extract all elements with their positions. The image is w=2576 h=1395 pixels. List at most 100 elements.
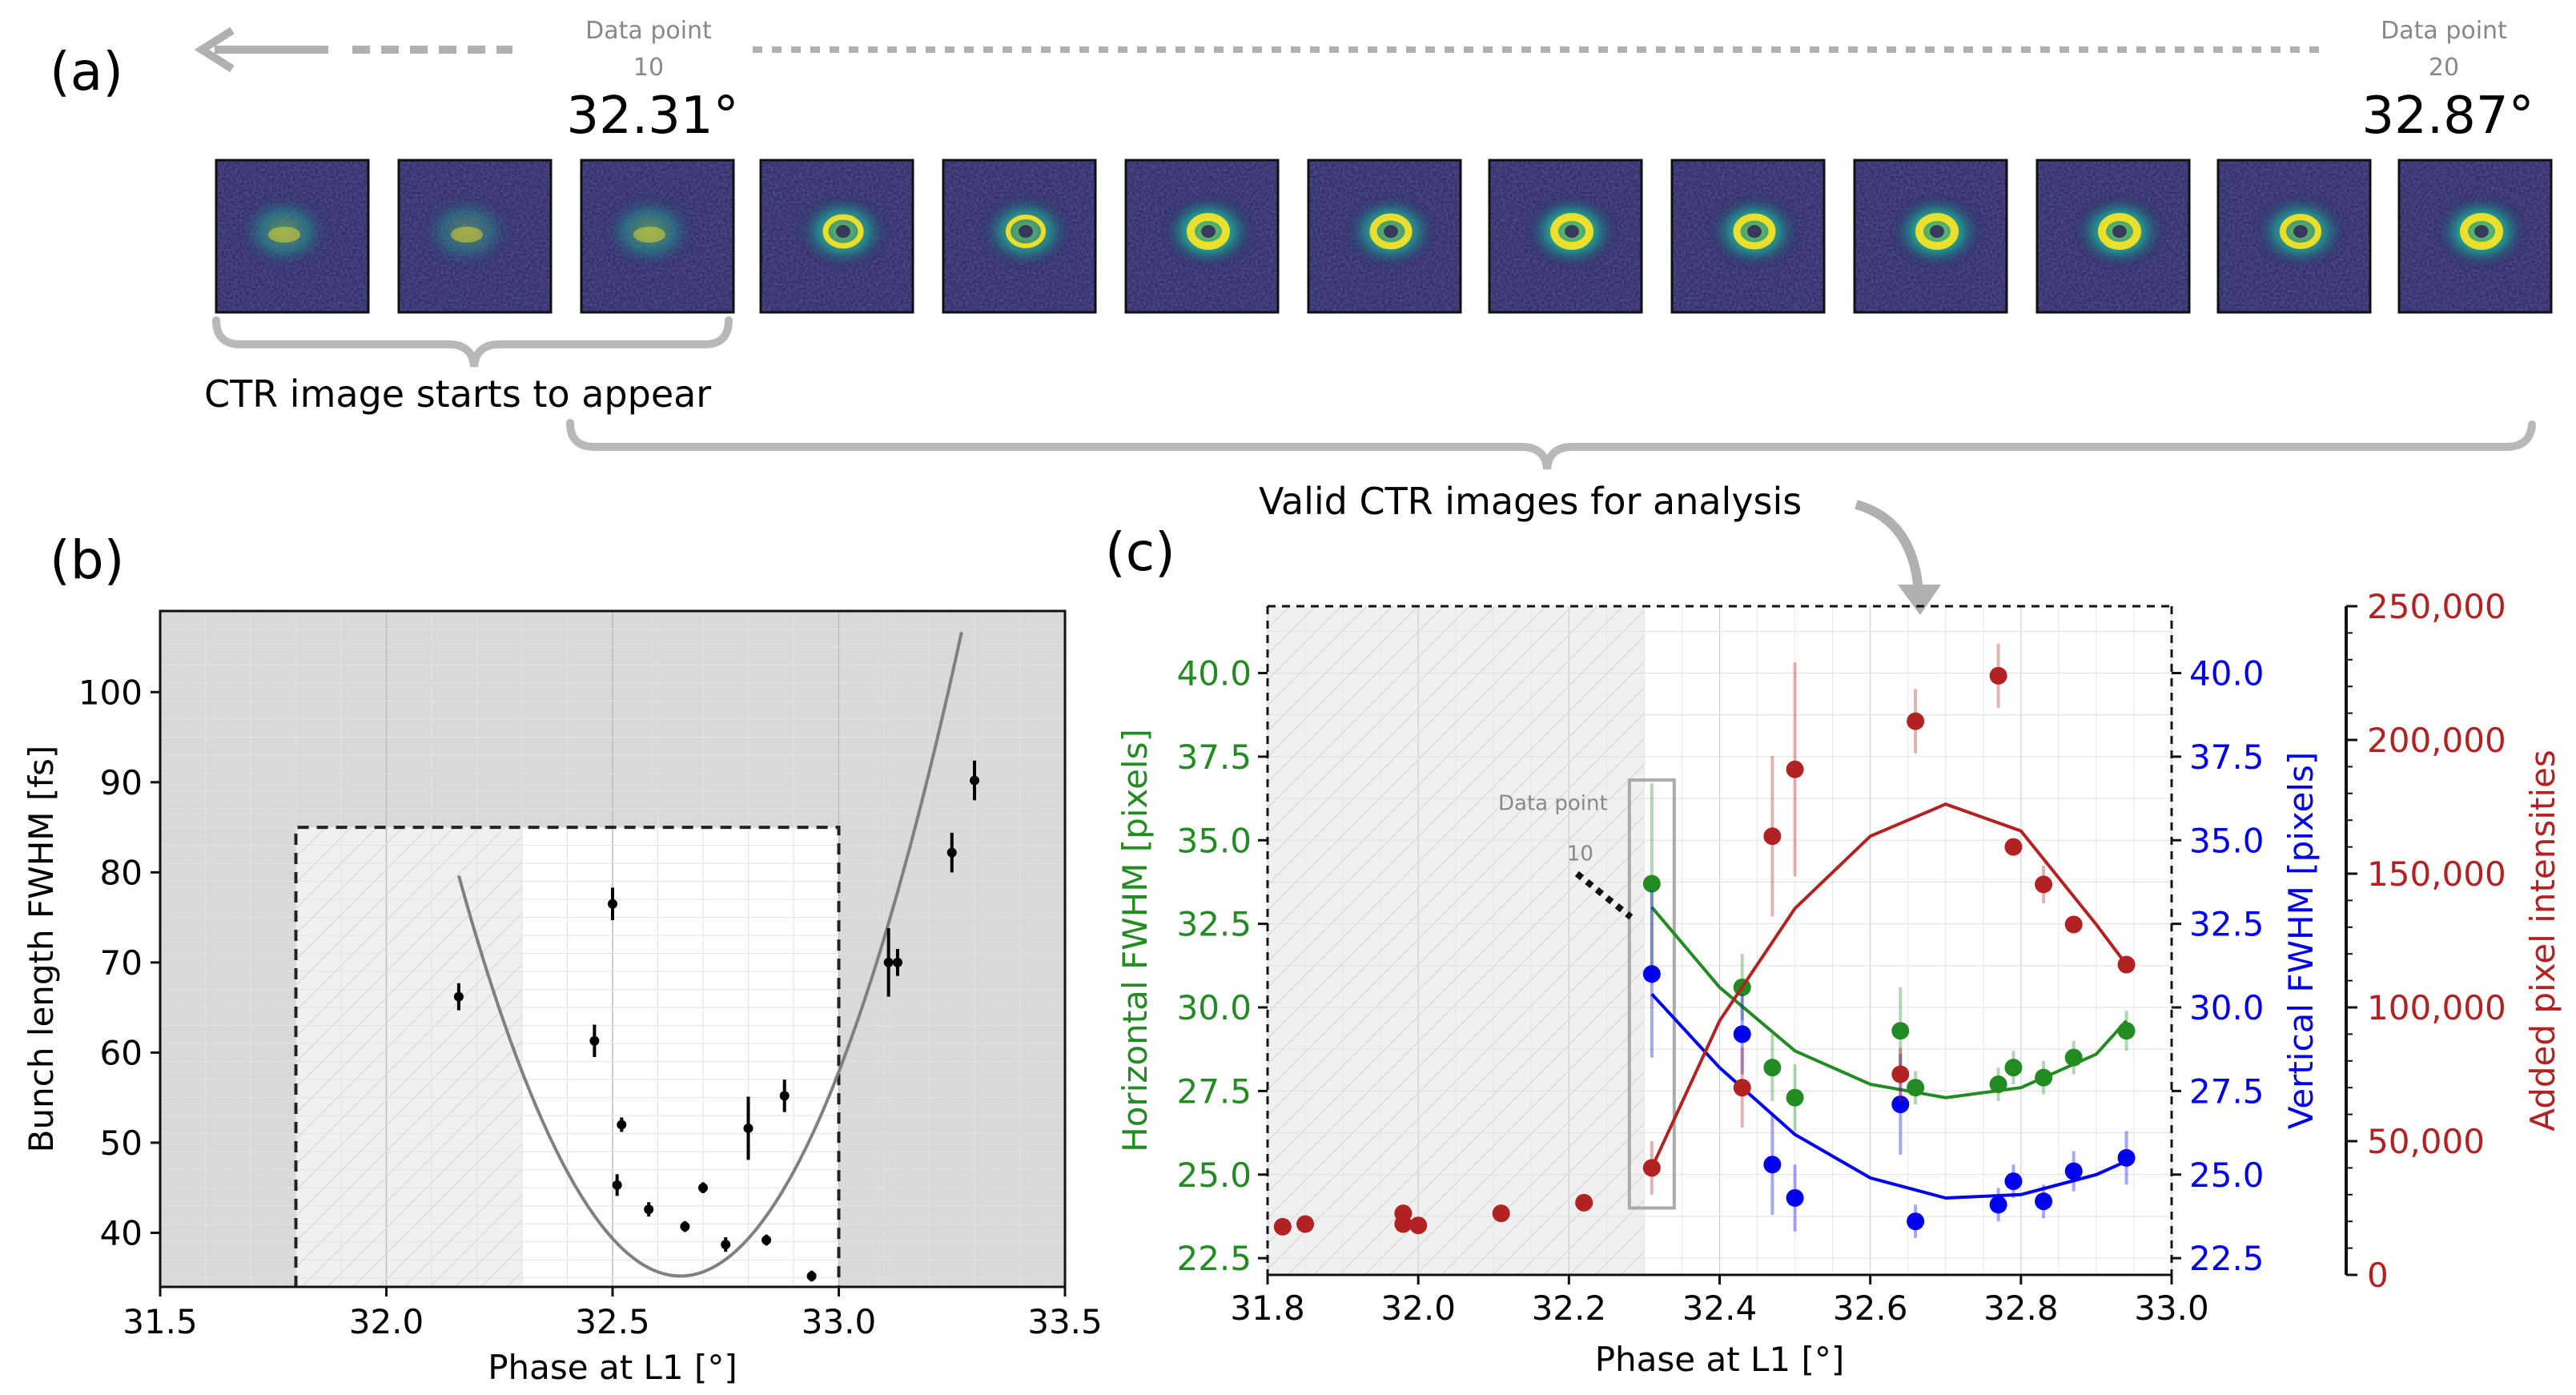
data-point [2117, 1022, 2136, 1040]
panel-c-plot: 31.8 32.0 32.2 32.4 32.6 32.8 33.0 22.5 25.0 27.5… [1176, 587, 2506, 1328]
panel-c-dp10-label: Data point [1498, 792, 1608, 816]
panel-c-ylabel-right2: Added pixel intensities [2523, 750, 2562, 1132]
ctr-thumbnail [1307, 159, 1462, 314]
data-point [970, 775, 979, 786]
brace-appear [212, 316, 733, 368]
dp10-angle: 32.31° [566, 86, 738, 146]
thumb-frame [1670, 159, 1826, 314]
fit-line [1650, 992, 2128, 1200]
ctr-thumbnail [759, 159, 914, 314]
data-point [1763, 827, 1782, 846]
y-tick-label: 100 [78, 673, 143, 712]
data-point [617, 1120, 627, 1130]
ctr-thumbnail [2397, 159, 2553, 314]
panel-c-ylabel-right1: Vertical FWHM [pixels] [2281, 752, 2321, 1129]
data-point [2004, 838, 2023, 856]
thumb-frame [1488, 159, 1643, 314]
ctr-thumbnail [215, 159, 370, 314]
hatch [1268, 606, 1645, 1275]
panel-b-plot: 31.5 32.0 32.5 33.0 33.5 40 50 60 70 80 90 100 [78, 609, 1103, 1341]
right1-tick-label: 30.0 [2189, 988, 2265, 1027]
ctr-thumbnail [1670, 159, 1826, 314]
x-tick-label: 33.0 [2134, 1288, 2209, 1328]
x-tick-label: 31.8 [1230, 1288, 1305, 1328]
left-tick-label: 27.5 [1176, 1071, 1252, 1111]
data-point [2004, 1172, 2023, 1191]
ctr-thumbnail [397, 159, 553, 314]
thumb-core [1019, 225, 1033, 238]
panel-c-ylabel-left: Horizontal FWHM [pixels] [1115, 729, 1155, 1152]
data-point [2117, 1148, 2136, 1167]
data-point [1575, 1193, 1593, 1212]
data-point [1492, 1204, 1510, 1223]
hatch [160, 611, 296, 1287]
panel-c-label: (c) [1105, 521, 1175, 583]
data-point [2064, 1162, 2083, 1180]
valid-arrow [1855, 500, 1923, 593]
data-point [743, 1123, 754, 1133]
thumb-ring [1733, 213, 1776, 250]
data-point [1642, 874, 1661, 893]
thumb-frame [1853, 159, 2008, 314]
ctr-thumbnail [942, 159, 1097, 314]
ctr-thumbnail [2035, 159, 2191, 314]
thumb-core [1201, 225, 1216, 238]
thumb-frame [1307, 159, 1462, 314]
ctr-thumbnail [1124, 159, 1280, 314]
right2-tick-label: 250,000 [2367, 587, 2506, 626]
x-tick-label: 32.0 [349, 1302, 424, 1341]
data-point [2035, 875, 2053, 894]
data-point [1891, 1095, 1910, 1114]
brace-valid [566, 419, 2536, 470]
x-tick-label: 32.6 [1833, 1288, 1908, 1328]
data-point [1907, 1212, 1925, 1231]
data-point [680, 1221, 690, 1232]
data-point [2035, 1192, 2053, 1211]
data-point [779, 1091, 790, 1101]
ctr-thumbnail [1488, 159, 1643, 314]
data-point [1763, 1059, 1782, 1077]
data-point [1763, 1156, 1782, 1174]
thumb-core [1565, 225, 1579, 238]
thumb-core [2112, 225, 2127, 238]
data-point [1409, 1216, 1428, 1235]
data-point [1891, 1065, 1910, 1083]
thumb-speckle [451, 227, 483, 243]
data-point [1891, 1022, 1910, 1040]
data-point [2117, 955, 2136, 974]
right1-tick-label: 35.0 [2189, 821, 2265, 860]
thumb-glow [235, 191, 334, 271]
thumb-ring [822, 214, 864, 249]
right2-tick-label: 100,000 [2367, 988, 2506, 1027]
data-point [2004, 1059, 2023, 1077]
right1-tick-label: 37.5 [2189, 738, 2265, 777]
left-tick-label: 35.0 [1176, 821, 1252, 860]
data-point [1642, 1159, 1661, 1177]
right2-tick-label: 200,000 [2367, 721, 2506, 760]
fit-line [1650, 802, 2128, 1169]
thumb-core [2293, 225, 2308, 238]
x-tick-label: 32.4 [1682, 1288, 1758, 1328]
x-tick-label: 32.8 [1983, 1288, 2059, 1328]
y-tick-label: 40 [100, 1213, 143, 1252]
fit-curve [456, 631, 963, 1278]
thumb-ring [2280, 214, 2321, 249]
right2-tick-label: 0 [2367, 1256, 2389, 1295]
ctr-thumbnail [1853, 159, 2008, 314]
thumb-ring [1187, 213, 1230, 250]
data-point [1989, 1075, 2007, 1094]
y-tick-label: 90 [100, 763, 143, 802]
thumb-frame [942, 159, 1097, 314]
x-tick-label: 33.0 [802, 1302, 877, 1341]
data-point [1733, 1079, 1751, 1097]
x-tick-label: 32.2 [1532, 1288, 1607, 1328]
thumb-frame [2035, 159, 2191, 314]
valid-box [1627, 778, 1676, 1210]
ctr-thumbnail [2216, 159, 2372, 314]
data-point [612, 1180, 622, 1190]
thumb-frame [1124, 159, 1280, 314]
dp10-num: 10 [633, 54, 664, 82]
data-point [644, 1204, 654, 1215]
panel-c-dp10-num: 10 [1567, 842, 1593, 866]
